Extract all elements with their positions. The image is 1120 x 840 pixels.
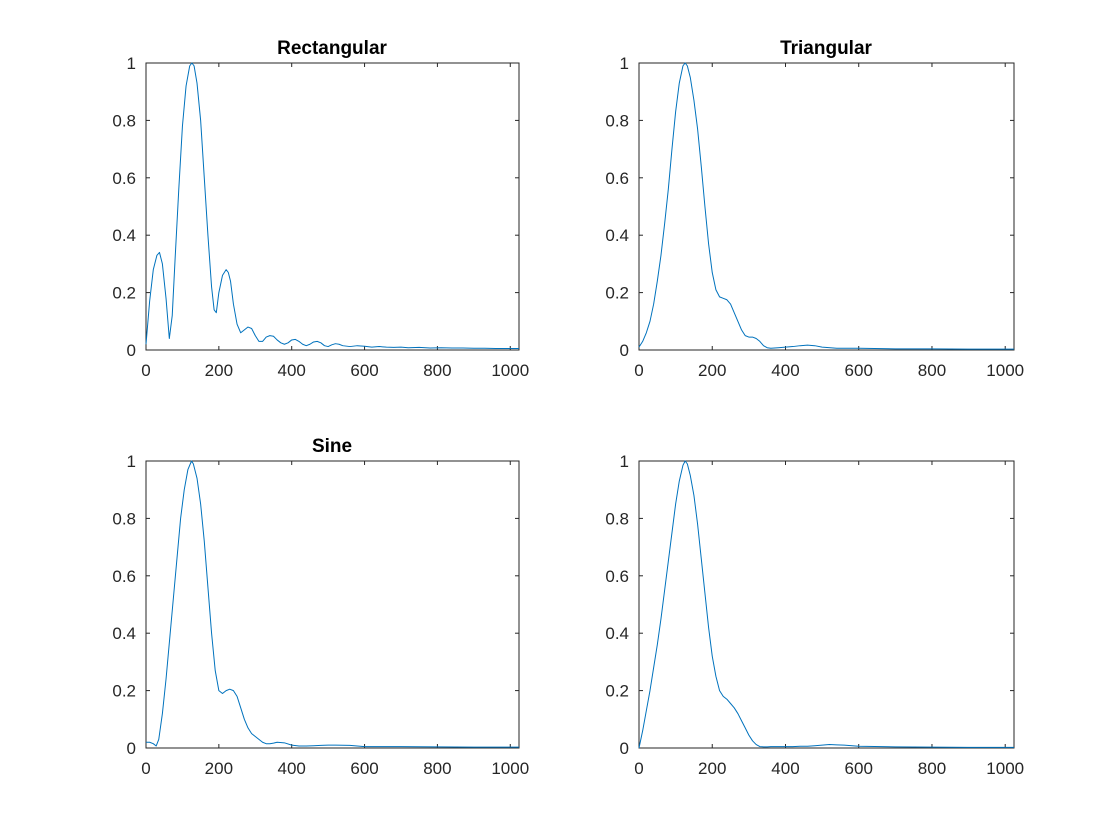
x-tick-label: 400 — [771, 759, 799, 778]
y-tick-label: 0.8 — [112, 509, 136, 528]
y-tick-labels: 0 0.2 0.4 0.6 0.8 1 — [605, 54, 629, 360]
series-line — [145, 62, 519, 350]
x-tick-label: 600 — [845, 759, 873, 778]
y-tick-label: 0.2 — [605, 682, 629, 701]
y-tick-label: 0.8 — [605, 111, 629, 130]
x-tick-label: 400 — [278, 361, 306, 380]
x-tick-label: 200 — [698, 759, 726, 778]
y-tick-label: 0.6 — [605, 169, 629, 188]
x-tick-label: 200 — [205, 361, 233, 380]
y-tick-label: 0 — [127, 341, 136, 360]
y-tick-label: 0.4 — [112, 226, 136, 245]
y-tick-label: 0.8 — [112, 111, 136, 130]
x-tick-label: 800 — [423, 361, 451, 380]
x-tick-label: 200 — [205, 759, 233, 778]
y-tick-label: 0.6 — [112, 169, 136, 188]
x-tick-label: 0 — [634, 759, 643, 778]
x-tick-label: 400 — [278, 759, 306, 778]
x-tick-labels: 0 200 400 600 800 1000 — [634, 759, 1024, 778]
series-line — [146, 460, 519, 748]
x-tick-label: 600 — [350, 759, 378, 778]
x-tick-label: 600 — [845, 361, 873, 380]
axes-box — [145, 460, 520, 749]
y-tick-label: 0.2 — [605, 284, 629, 303]
axes-box — [145, 62, 520, 351]
y-tick-label: 0.2 — [112, 284, 136, 303]
axes-box — [638, 460, 1015, 749]
x-tick-label: 400 — [771, 361, 799, 380]
y-tick-label: 0.6 — [605, 567, 629, 586]
axes-box — [638, 62, 1015, 351]
y-tick-label: 1 — [127, 452, 136, 471]
x-tick-label: 1000 — [986, 759, 1024, 778]
x-tick-label: 0 — [141, 759, 150, 778]
y-tick-label: 1 — [620, 452, 629, 471]
subplot-triangular: Triangular 0 200 400 600 800 1000 00.20.40.60… — [605, 38, 1024, 380]
x-tick-labels: 0 200 400 600 800 1000 — [141, 361, 529, 380]
subplot-title: Sine — [312, 436, 352, 457]
tick-marks — [145, 460, 519, 749]
x-tick-label: 0 — [634, 361, 643, 380]
y-tick-label: 0 — [620, 341, 629, 360]
x-tick-label: 1000 — [491, 759, 529, 778]
x-tick-label: 1000 — [986, 361, 1024, 380]
subplot-title: Rectangular — [277, 38, 387, 59]
y-tick-label: 0.6 — [112, 567, 136, 586]
x-tick-labels: 0 200 400 600 800 1000 — [634, 361, 1024, 380]
x-tick-label: 800 — [423, 759, 451, 778]
y-tick-label: 0.4 — [605, 226, 629, 245]
y-tick-label: 0.8 — [605, 509, 629, 528]
y-tick-label: 1 — [127, 54, 136, 73]
series-line — [638, 62, 1014, 350]
x-tick-label: 1000 — [491, 361, 529, 380]
x-tick-label: 800 — [918, 361, 946, 380]
tick-marks — [145, 62, 519, 351]
x-tick-label: 800 — [918, 759, 946, 778]
subplot-sine: Sine 0 200 400 600 800 1000 0 0.2 0.4 0.6 0.8 1 — [112, 436, 529, 778]
y-tick-label: 0.2 — [112, 682, 136, 701]
y-tick-label: 0.4 — [112, 624, 136, 643]
y-tick-label: 0 — [620, 739, 629, 758]
x-tick-label: 600 — [350, 361, 378, 380]
series-line — [638, 460, 1014, 749]
y-tick-label: 0 — [127, 739, 136, 758]
y-tick-labels: 0 0.2 0.4 0.6 0.8 1 — [112, 54, 136, 360]
subplot-title: Triangular — [780, 38, 872, 59]
subplot-rectangular: Rectangular 0 200 400 600 800 1000 0 0.2 0.4 0.6… — [112, 38, 529, 380]
y-tick-labels: 0 0.2 0.4 0.6 0.8 1 — [112, 452, 136, 758]
subplot-untitled: 0 200 400 600 800 1000 0 0.2 0.4 0.6 0.8 1 — [605, 452, 1024, 778]
y-tick-label: 0.4 — [605, 624, 629, 643]
x-tick-labels: 0 200 400 600 800 1000 — [141, 759, 529, 778]
y-tick-labels: 0 0.2 0.4 0.6 0.8 1 — [605, 452, 629, 758]
x-tick-label: 0 — [141, 361, 150, 380]
x-tick-label: 200 — [698, 361, 726, 380]
y-tick-label: 1 — [620, 54, 629, 73]
